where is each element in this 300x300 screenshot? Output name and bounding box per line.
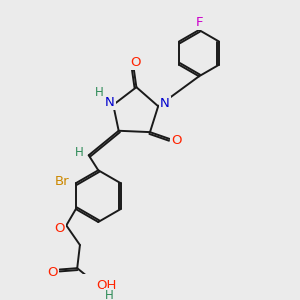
Text: O: O	[171, 134, 182, 147]
Text: N: N	[105, 96, 115, 109]
Text: H: H	[105, 289, 113, 300]
Text: O: O	[47, 266, 58, 279]
Text: H: H	[95, 86, 103, 99]
Text: Br: Br	[54, 175, 69, 188]
Text: F: F	[195, 16, 203, 29]
Text: OH: OH	[96, 279, 117, 292]
Text: N: N	[160, 97, 170, 110]
Text: O: O	[130, 56, 141, 69]
Text: O: O	[54, 222, 65, 235]
Text: H: H	[75, 146, 84, 158]
